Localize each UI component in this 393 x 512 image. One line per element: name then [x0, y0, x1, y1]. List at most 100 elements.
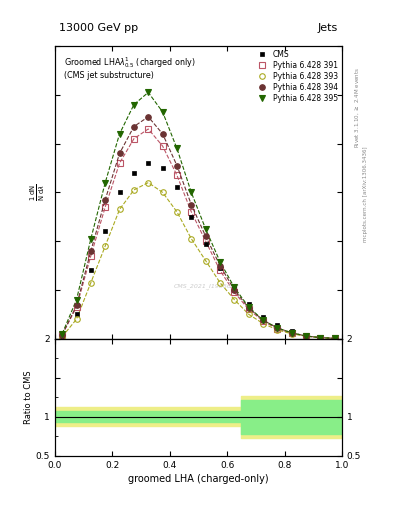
- Pythia 6.428 391: [332, 335, 337, 342]
- Pythia 6.428 394: [174, 162, 179, 168]
- Y-axis label: Ratio to CMS: Ratio to CMS: [24, 370, 33, 424]
- CMS: [117, 189, 122, 196]
- Text: Groomed LHA$\lambda^{1}_{0.5}$ (charged only)
(CMS jet substructure): Groomed LHA$\lambda^{1}_{0.5}$ (charged …: [64, 55, 195, 80]
- Pythia 6.428 395: [261, 317, 265, 323]
- Line: CMS: CMS: [60, 161, 337, 340]
- Pythia 6.428 393: [332, 335, 337, 342]
- Pythia 6.428 395: [304, 333, 309, 339]
- Pythia 6.428 395: [332, 335, 337, 342]
- Pythia 6.428 391: [232, 289, 237, 295]
- Pythia 6.428 391: [88, 253, 93, 259]
- Pythia 6.428 391: [189, 209, 194, 215]
- Pythia 6.428 393: [160, 189, 165, 196]
- Pythia 6.428 394: [318, 334, 323, 340]
- Pythia 6.428 391: [289, 330, 294, 336]
- Pythia 6.428 393: [203, 258, 208, 264]
- Pythia 6.428 395: [160, 109, 165, 115]
- CMS: [246, 301, 251, 307]
- CMS: [275, 322, 280, 328]
- Pythia 6.428 394: [232, 287, 237, 293]
- Pythia 6.428 391: [103, 204, 108, 210]
- CMS: [289, 328, 294, 334]
- CMS: [146, 160, 151, 166]
- Pythia 6.428 393: [146, 180, 151, 186]
- Pythia 6.428 395: [132, 101, 136, 108]
- Pythia 6.428 393: [88, 280, 93, 286]
- Pythia 6.428 393: [174, 209, 179, 215]
- Pythia 6.428 395: [218, 259, 222, 265]
- Pythia 6.428 395: [103, 180, 108, 186]
- Y-axis label: $\frac{1}{\mathrm{N}}\frac{\mathrm{d}\mathrm{N}}{\mathrm{d}\lambda}$: $\frac{1}{\mathrm{N}}\frac{\mathrm{d}\ma…: [29, 183, 48, 201]
- Pythia 6.428 393: [132, 187, 136, 193]
- Text: 13000 GeV pp: 13000 GeV pp: [59, 23, 138, 33]
- Pythia 6.428 395: [88, 236, 93, 242]
- Pythia 6.428 393: [189, 236, 194, 242]
- Line: Pythia 6.428 395: Pythia 6.428 395: [59, 90, 338, 341]
- Pythia 6.428 395: [275, 325, 280, 331]
- X-axis label: groomed LHA (charged-only): groomed LHA (charged-only): [128, 474, 269, 484]
- CMS: [318, 334, 323, 340]
- Pythia 6.428 391: [174, 172, 179, 178]
- Pythia 6.428 391: [60, 332, 64, 338]
- CMS: [218, 265, 222, 271]
- CMS: [132, 170, 136, 176]
- Pythia 6.428 395: [318, 334, 323, 340]
- Pythia 6.428 391: [132, 136, 136, 142]
- Pythia 6.428 393: [304, 333, 309, 339]
- Pythia 6.428 394: [261, 317, 265, 323]
- CMS: [174, 184, 179, 190]
- Line: Pythia 6.428 393: Pythia 6.428 393: [59, 180, 338, 341]
- Pythia 6.428 395: [289, 330, 294, 336]
- CMS: [189, 214, 194, 220]
- Pythia 6.428 393: [74, 316, 79, 322]
- Pythia 6.428 394: [304, 333, 309, 339]
- Pythia 6.428 395: [232, 284, 237, 290]
- Pythia 6.428 391: [246, 306, 251, 312]
- Pythia 6.428 391: [304, 333, 309, 339]
- CMS: [160, 165, 165, 171]
- Pythia 6.428 394: [146, 114, 151, 120]
- Pythia 6.428 395: [146, 89, 151, 95]
- Pythia 6.428 394: [88, 248, 93, 254]
- Pythia 6.428 393: [232, 296, 237, 303]
- Pythia 6.428 393: [289, 331, 294, 337]
- Legend: CMS, Pythia 6.428 391, Pythia 6.428 393, Pythia 6.428 394, Pythia 6.428 395: CMS, Pythia 6.428 391, Pythia 6.428 393,…: [252, 48, 340, 105]
- Pythia 6.428 394: [246, 305, 251, 311]
- CMS: [88, 267, 93, 273]
- Pythia 6.428 391: [218, 267, 222, 273]
- Pythia 6.428 394: [103, 197, 108, 203]
- Pythia 6.428 394: [160, 131, 165, 137]
- Pythia 6.428 391: [203, 238, 208, 244]
- Pythia 6.428 395: [189, 189, 194, 196]
- Pythia 6.428 394: [275, 325, 280, 331]
- Pythia 6.428 395: [60, 331, 64, 337]
- CMS: [261, 314, 265, 320]
- Pythia 6.428 394: [203, 233, 208, 239]
- CMS: [103, 228, 108, 234]
- Pythia 6.428 391: [318, 335, 323, 341]
- Pythia 6.428 394: [289, 330, 294, 336]
- Pythia 6.428 394: [60, 332, 64, 338]
- Pythia 6.428 391: [117, 160, 122, 166]
- Pythia 6.428 395: [117, 131, 122, 137]
- Pythia 6.428 394: [218, 263, 222, 269]
- Pythia 6.428 391: [146, 126, 151, 132]
- Pythia 6.428 395: [174, 145, 179, 152]
- CMS: [232, 284, 237, 290]
- Pythia 6.428 395: [74, 296, 79, 303]
- Text: Jets: Jets: [318, 23, 338, 33]
- Pythia 6.428 394: [117, 151, 122, 157]
- Pythia 6.428 393: [318, 335, 323, 341]
- Line: Pythia 6.428 391: Pythia 6.428 391: [59, 126, 338, 341]
- Pythia 6.428 394: [332, 335, 337, 342]
- CMS: [74, 311, 79, 317]
- Pythia 6.428 391: [275, 326, 280, 332]
- Pythia 6.428 395: [203, 226, 208, 232]
- Pythia 6.428 393: [261, 321, 265, 327]
- Pythia 6.428 391: [160, 143, 165, 149]
- Line: Pythia 6.428 394: Pythia 6.428 394: [59, 114, 338, 341]
- Pythia 6.428 393: [103, 243, 108, 249]
- Pythia 6.428 393: [246, 311, 251, 317]
- Pythia 6.428 395: [246, 304, 251, 310]
- Pythia 6.428 393: [218, 280, 222, 286]
